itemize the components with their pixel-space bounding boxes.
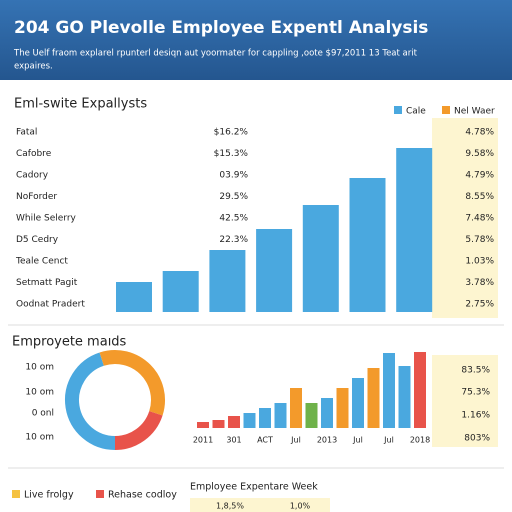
row-side-value: 5.78% <box>465 235 494 245</box>
row-label: While Selerry <box>16 214 77 224</box>
legend-swatch <box>12 490 20 498</box>
bar <box>383 353 395 428</box>
highlight-column <box>432 118 498 318</box>
subtitle: The Uelf fraom explarel rpunterl desiqn … <box>13 49 418 59</box>
header-band <box>0 0 512 80</box>
row-side-value: 4.79% <box>465 171 494 181</box>
footer-value: 1,8,5% <box>216 502 244 511</box>
side-label: 0 onl <box>32 409 54 419</box>
row-label: NoForder <box>16 192 57 202</box>
bar <box>321 398 333 428</box>
legend-swatch <box>394 106 402 114</box>
x-tick-label: 2018 <box>410 436 430 445</box>
donut-segment <box>99 350 165 416</box>
section-title: Eml-swite Expallysts <box>14 97 147 112</box>
bar <box>352 378 364 428</box>
row-value: 22.3% <box>219 235 248 245</box>
side-value: 803% <box>464 434 490 444</box>
bar <box>274 403 287 428</box>
bar <box>367 368 380 428</box>
bar <box>162 271 199 312</box>
section-title: Emproyete maıds <box>12 335 127 350</box>
row-side-value: 7.48% <box>465 214 494 224</box>
legend-swatch <box>442 106 450 114</box>
bar <box>243 413 256 428</box>
row-value: 03.9% <box>219 171 248 181</box>
footer-title: Employee Expentare Week <box>190 482 318 493</box>
row-side-value: 2.75% <box>465 300 494 310</box>
side-value: 83.5% <box>461 366 490 376</box>
x-tick-label: ACT <box>257 436 273 445</box>
row-value: 29.5% <box>219 192 248 202</box>
bar <box>336 388 349 428</box>
row-value: $15.3% <box>214 149 249 159</box>
bar <box>212 420 225 428</box>
donut-segment <box>65 352 116 450</box>
row-value: 42.5% <box>219 214 248 224</box>
bar <box>256 229 293 312</box>
side-value: 75.3% <box>461 388 490 398</box>
side-value: 1.16% <box>461 411 490 421</box>
bar <box>396 148 433 312</box>
x-tick-label: 2011 <box>193 436 213 445</box>
row-side-value: 3.78% <box>465 278 494 288</box>
legend-label: Cale <box>406 107 426 117</box>
footer-value: 1,0% <box>290 502 311 511</box>
bar <box>228 416 240 428</box>
row-label: Cafobre <box>16 149 52 159</box>
side-label: 10 om <box>25 363 54 373</box>
legend-label: Rehase codloy <box>108 490 177 501</box>
footer-box <box>190 498 330 512</box>
legend-label: Nel Waer <box>454 107 495 117</box>
bar <box>290 388 302 428</box>
bar <box>259 408 271 428</box>
row-label: Cadory <box>16 171 49 181</box>
bar <box>349 178 386 312</box>
subtitle: expaires. <box>14 62 53 72</box>
legend-swatch <box>96 490 104 498</box>
bar <box>414 352 426 428</box>
highlight-column <box>432 355 498 447</box>
x-tick-label: Jul <box>290 436 301 445</box>
x-tick-label: 2013 <box>317 436 337 445</box>
row-label: Teale Cenct <box>15 257 68 267</box>
bar <box>116 282 152 312</box>
row-label: Setmatt Pagit <box>16 278 78 288</box>
row-label: Fatal <box>16 128 37 138</box>
row-value: $16.2% <box>214 128 249 138</box>
donut-segment <box>114 410 163 450</box>
row-side-value: 4.78% <box>465 128 494 138</box>
bar <box>209 250 246 312</box>
x-tick-label: Jul <box>383 436 394 445</box>
side-label: 10 om <box>25 388 54 398</box>
row-label: Oodnat Pradert <box>16 300 85 310</box>
bar <box>398 366 411 428</box>
bar <box>305 403 318 428</box>
row-side-value: 9.58% <box>465 149 494 159</box>
bar <box>302 205 339 312</box>
row-side-value: 8.55% <box>465 192 494 202</box>
title: 204 GO Plevolle Employee Expentl Analysi… <box>14 18 428 38</box>
row-side-value: 1.03% <box>465 257 494 267</box>
row-label: D5 Cedry <box>16 235 59 245</box>
x-tick-label: Jul <box>352 436 363 445</box>
bar <box>197 422 209 428</box>
x-tick-label: 301 <box>226 436 241 445</box>
legend-label: Live frolgy <box>24 490 74 501</box>
side-label: 10 om <box>25 433 54 443</box>
